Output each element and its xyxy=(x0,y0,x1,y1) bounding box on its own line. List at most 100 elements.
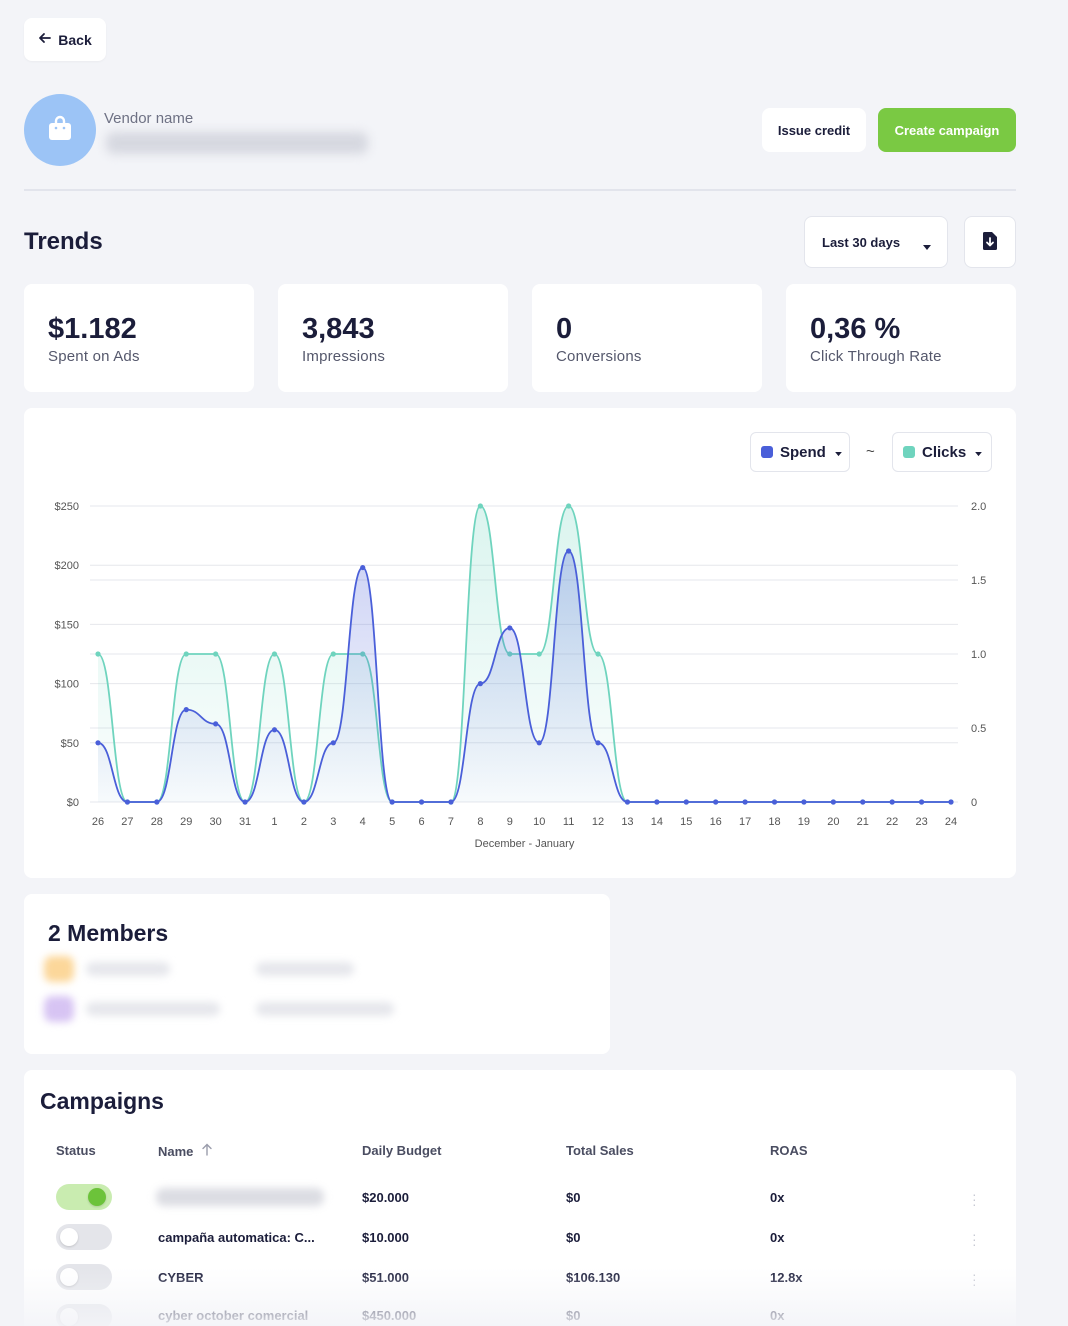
row-menu-icon[interactable]: · · · xyxy=(972,1226,977,1252)
spend-series-area xyxy=(98,550,951,802)
stat-label: Click Through Rate xyxy=(810,348,942,365)
member-role-redacted xyxy=(256,962,354,976)
daily-budget-cell: $450.000 xyxy=(362,1308,417,1323)
spend-series-point xyxy=(389,799,395,805)
clicks-series-point xyxy=(183,651,189,657)
status-toggle[interactable] xyxy=(56,1184,112,1210)
stat-label: Conversions xyxy=(556,348,642,365)
daily-budget-cell: $51.000 xyxy=(362,1270,409,1285)
vendor-name-redacted xyxy=(106,132,368,154)
spend-series-point xyxy=(154,799,160,805)
vendor-name-label: Vendor name xyxy=(104,110,194,127)
x-tick-label: 2 xyxy=(301,816,307,828)
trends-title: Trends xyxy=(24,228,103,255)
y-right-tick-label: 2.0 xyxy=(971,501,986,513)
arrow-left-icon xyxy=(38,31,52,48)
download-file-icon xyxy=(981,231,999,254)
spend-series-point xyxy=(418,799,425,805)
stat-label: Impressions xyxy=(302,348,386,365)
daily-budget-cell: $10.000 xyxy=(362,1230,409,1245)
clicks-series-point xyxy=(95,651,101,657)
toggle-knob xyxy=(88,1188,106,1206)
export-report-button[interactable] xyxy=(964,216,1016,268)
y-right-tick-label: 1.0 xyxy=(971,649,986,661)
status-toggle[interactable] xyxy=(56,1264,112,1290)
toggle-knob xyxy=(60,1308,78,1326)
status-toggle[interactable] xyxy=(56,1304,112,1326)
status-toggle[interactable] xyxy=(56,1224,112,1250)
spend-series-point xyxy=(507,625,513,631)
clicks-series-point xyxy=(213,651,219,657)
toggle-knob xyxy=(60,1228,78,1246)
total-sales-cell: $0 xyxy=(566,1308,581,1323)
right-metric-label: Clicks xyxy=(922,443,967,461)
shopping-bag-icon xyxy=(47,114,73,147)
members-title: 2 Members xyxy=(48,920,169,946)
member-avatar xyxy=(44,996,74,1022)
x-tick-label: 28 xyxy=(151,816,163,828)
spend-series-point xyxy=(213,721,219,727)
spend-series-point xyxy=(301,799,307,805)
x-tick-label: 21 xyxy=(857,816,869,828)
clicks-series-point xyxy=(477,503,483,509)
left-metric-select[interactable]: Spend xyxy=(750,432,850,472)
vendor-avatar xyxy=(24,94,96,166)
back-button[interactable]: Back xyxy=(24,18,106,61)
x-tick-label: 15 xyxy=(680,816,692,828)
y-left-tick-label: $0 xyxy=(67,797,79,809)
clicks-series-point xyxy=(566,503,572,509)
column-header-status[interactable]: Status xyxy=(56,1143,96,1158)
clicks-series-point xyxy=(330,651,336,657)
x-tick-label: 29 xyxy=(180,816,192,828)
x-tick-label: 12 xyxy=(592,816,604,828)
x-tick-label: 23 xyxy=(915,816,927,828)
roas-cell: 0x xyxy=(770,1190,785,1205)
member-email-redacted xyxy=(256,1002,394,1016)
column-header-name[interactable]: Name xyxy=(158,1143,213,1159)
y-right-tick-label: 0.5 xyxy=(971,723,986,735)
roas-cell: 12.8x xyxy=(770,1270,803,1285)
y-left-tick-label: $100 xyxy=(55,679,79,691)
right-metric-select[interactable]: Clicks xyxy=(892,432,992,472)
column-header-roas[interactable]: ROAS xyxy=(770,1143,808,1158)
issue-credit-button[interactable]: Issue credit xyxy=(762,108,866,152)
y-right-tick-label: 1.5 xyxy=(971,575,986,587)
y-left-tick-label: $150 xyxy=(55,619,79,631)
campaigns-title: Campaigns xyxy=(40,1088,164,1114)
sort-ascending-icon xyxy=(201,1143,213,1159)
y-left-tick-label: $250 xyxy=(55,501,79,513)
x-tick-label: 26 xyxy=(92,816,104,828)
x-tick-label: 6 xyxy=(418,816,424,828)
spend-series-point xyxy=(771,799,778,805)
create-campaign-button[interactable]: Create campaign xyxy=(878,108,1016,152)
campaign-name-cell[interactable]: campaña automatica: C... xyxy=(158,1230,315,1245)
spend-series-point xyxy=(242,799,248,805)
spend-series-point xyxy=(183,707,189,713)
column-header-daily-budget[interactable]: Daily Budget xyxy=(362,1143,442,1158)
caret-down-icon xyxy=(835,444,842,461)
clicks-series-point xyxy=(536,651,542,657)
back-label: Back xyxy=(58,31,92,48)
campaign-name-cell[interactable]: cyber october comercial xyxy=(158,1308,309,1323)
metric-separator: ~ xyxy=(866,443,875,460)
x-tick-label: 1 xyxy=(271,816,277,828)
campaign-name-cell[interactable]: CYBER xyxy=(158,1270,204,1285)
row-menu-icon[interactable]: · · · xyxy=(972,1186,977,1212)
date-range-select[interactable]: Last 30 days xyxy=(804,216,948,268)
x-tick-label: 9 xyxy=(507,816,513,828)
spend-swatch xyxy=(761,446,773,458)
campaign-name-redacted[interactable] xyxy=(156,1188,324,1206)
header-divider xyxy=(24,189,1016,191)
total-sales-cell: $0 xyxy=(566,1230,581,1245)
clicks-series-point xyxy=(271,651,278,657)
column-header-total-sales[interactable]: Total Sales xyxy=(566,1143,634,1158)
spend-series-point xyxy=(654,799,660,805)
row-menu-icon[interactable]: · · · xyxy=(972,1266,977,1292)
x-tick-label: 5 xyxy=(389,816,395,828)
caret-down-icon xyxy=(923,239,931,254)
stat-value: 0 xyxy=(556,313,573,345)
spend-series-point xyxy=(95,740,101,746)
x-axis-label: December - January xyxy=(475,838,575,850)
x-tick-label: 8 xyxy=(477,816,483,828)
